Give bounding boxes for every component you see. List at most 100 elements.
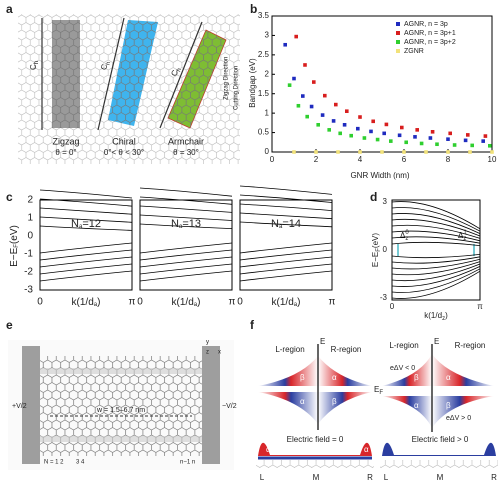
bias-label: eΔV < 0 [390,365,415,372]
y-tick-label: 2 [265,69,270,78]
width-label: Na=14 [271,218,301,230]
y-tick-label: -2 [24,267,33,278]
point [382,131,386,136]
band [391,207,481,232]
band [139,256,233,268]
band-frame [139,199,233,291]
band [139,214,233,221]
y-axis-label: E−EF(eV) [9,225,20,267]
band [139,249,233,261]
point [413,135,417,139]
x-tick-label: π [129,297,136,308]
voltage-label: −V/2 [222,403,237,410]
point [375,137,380,142]
panel-a: Ch Ch Ch Zigzag Direction Cutting Direct… [18,14,240,164]
band-lobe [318,392,372,424]
y-tick-label: 1 [27,213,33,224]
band [239,221,333,228]
band [39,263,133,275]
spin-label: α [332,373,337,382]
left-lead [22,346,40,464]
point [362,136,367,140]
point [380,150,384,154]
ribbon [380,460,498,468]
energy-label: E [434,337,439,346]
n-label: N [71,218,79,230]
point [415,128,419,132]
ch-arrow [97,17,125,131]
x-label-part: k(1/d [272,297,294,308]
point [283,42,287,47]
gap-sub: z [405,236,408,242]
ribbon [256,460,374,468]
x-tick-label: π [229,297,236,308]
ribbon-angle: θ = 0° [55,148,76,157]
y-tick-label: 2.5 [258,50,270,59]
ribbon-name: Chiral [112,136,136,146]
x-label-part: ) [97,297,100,308]
n-label: N [171,218,179,230]
point [327,128,331,132]
fermi-e: E [374,385,379,394]
x-tick-label: 4 [358,155,363,164]
band [139,242,233,254]
x-label-sub: a [194,302,198,308]
ribbon-angle: 0°< θ < 30° [104,148,144,157]
y-tick-label: 2 [27,195,33,206]
point [320,113,325,117]
band [239,203,333,211]
voltage-label: +V/2 [12,403,27,410]
point [358,150,362,154]
y-label-part: E−E [371,252,380,267]
panel-c: E−EF(eV) 210-1-2-30 πk(1/da)Na=120 πk(1/da… [9,185,336,308]
point [463,138,468,143]
point [466,133,470,137]
point [468,150,472,154]
width-label: w = 1.5–6.7 nm [96,407,145,414]
zigzag-direction: Zigzag Direction [224,57,230,100]
band-lobe [432,354,494,386]
position-label: M [313,473,320,482]
point [312,80,316,84]
point [371,119,375,124]
y-axis-label: E−EF(eV) [371,233,381,267]
spin-label: β [332,397,337,406]
x-axis-label: k(1/da) [172,297,201,308]
point [309,104,314,109]
point [488,143,492,148]
band [391,241,481,246]
band [391,263,481,282]
site-label: n−1 n [180,460,195,466]
field-label: Electric field = 0 [287,435,344,444]
y-tick-label: 1 [265,108,270,117]
x-label-part: ) [197,297,200,308]
spin-label: α [414,401,419,410]
edge-state [258,442,372,456]
gap-sup: 1 [463,230,467,236]
band [391,256,481,264]
panel-label: e [6,318,13,332]
x-label-sub: z [442,316,445,322]
point [470,143,474,148]
fermi-sub: F [379,390,383,396]
y-tick-label: 0 [27,231,33,242]
axis-x: x [218,350,221,356]
spin-label: α [364,445,369,454]
position-label: R [491,473,497,482]
region-label: R-region [455,341,486,350]
band [239,212,333,220]
band-lobe [382,396,432,428]
x-label-sub: a [94,302,98,308]
x-tick-label: 6 [402,155,407,164]
x-axis-label: k(1/da) [72,297,101,308]
y-tick-label: -3 [380,293,388,302]
gate-stripe [40,436,202,442]
axis-y: y [206,340,209,346]
region-label: L-region [389,341,418,350]
point [400,125,404,130]
point [338,131,342,136]
position-label: L [384,473,389,482]
band [139,187,233,197]
point [349,133,353,138]
band-lobe [318,356,372,386]
